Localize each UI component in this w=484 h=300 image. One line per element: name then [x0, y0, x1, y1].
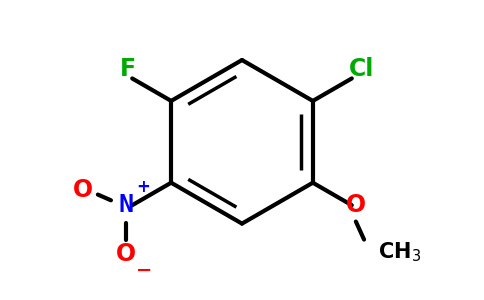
Text: Cl: Cl: [349, 57, 374, 81]
Text: F: F: [120, 57, 136, 81]
Text: N: N: [118, 193, 133, 217]
Text: O: O: [116, 242, 136, 266]
Text: O: O: [73, 178, 93, 203]
Text: O: O: [346, 193, 366, 217]
Text: CH$_3$: CH$_3$: [378, 241, 421, 264]
Text: −: −: [136, 261, 152, 280]
Text: +: +: [136, 178, 151, 196]
